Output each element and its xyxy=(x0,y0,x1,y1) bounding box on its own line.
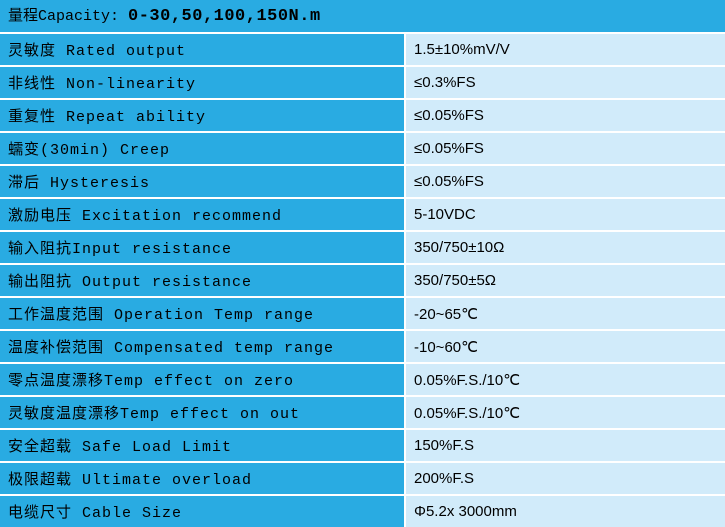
spec-label: 重复性 Repeat ability xyxy=(0,100,406,133)
table-row: 蠕变(30min) Creep≤0.05%FS xyxy=(0,133,725,166)
table-row: 激励电压 Excitation recommend5-10VDC xyxy=(0,199,725,232)
capacity-label: 量程Capacity: xyxy=(8,8,119,25)
table-row: 灵敏度温度漂移Temp effect on out0.05%F.S./10℃ xyxy=(0,397,725,430)
spec-label: 非线性 Non-linearity xyxy=(0,67,406,100)
spec-label: 灵敏度 Rated output xyxy=(0,34,406,67)
spec-label: 极限超载 Ultimate overload xyxy=(0,463,406,496)
spec-value: 150%F.S xyxy=(406,430,725,463)
spec-table: 量程Capacity: 0-30,50,100,150N.m 灵敏度 Rated… xyxy=(0,0,725,527)
spec-value: 350/750±10Ω xyxy=(406,232,725,265)
spec-label: 灵敏度温度漂移Temp effect on out xyxy=(0,397,406,430)
spec-value: 350/750±5Ω xyxy=(406,265,725,298)
table-row: 温度补偿范围 Compensated temp range-10~60℃ xyxy=(0,331,725,364)
table-row: 滞后 Hysteresis≤0.05%FS xyxy=(0,166,725,199)
spec-table-body: 量程Capacity: 0-30,50,100,150N.m 灵敏度 Rated… xyxy=(0,0,725,527)
spec-value: ≤0.3%FS xyxy=(406,67,725,100)
spec-label: 电缆尺寸 Cable Size xyxy=(0,496,406,527)
spec-value: ≤0.05%FS xyxy=(406,166,725,199)
spec-label: 零点温度漂移Temp effect on zero xyxy=(0,364,406,397)
spec-value: ≤0.05%FS xyxy=(406,133,725,166)
spec-value: -20~65℃ xyxy=(406,298,725,331)
spec-value: 0.05%F.S./10℃ xyxy=(406,397,725,430)
table-row: 输出阻抗 Output resistance350/750±5Ω xyxy=(0,265,725,298)
capacity-value: 0-30,50,100,150N.m xyxy=(128,7,321,26)
spec-value: -10~60℃ xyxy=(406,331,725,364)
spec-label: 输出阻抗 Output resistance xyxy=(0,265,406,298)
spec-value: Φ5.2x 3000mm xyxy=(406,496,725,527)
table-row: 重复性 Repeat ability≤0.05%FS xyxy=(0,100,725,133)
spec-label: 蠕变(30min) Creep xyxy=(0,133,406,166)
spec-value: 200%F.S xyxy=(406,463,725,496)
table-row: 非线性 Non-linearity≤0.3%FS xyxy=(0,67,725,100)
spec-label: 温度补偿范围 Compensated temp range xyxy=(0,331,406,364)
table-row: 电缆尺寸 Cable SizeΦ5.2x 3000mm xyxy=(0,496,725,527)
table-row: 输入阻抗Input resistance350/750±10Ω xyxy=(0,232,725,265)
spec-value: 1.5±10%mV/V xyxy=(406,34,725,67)
spec-label: 输入阻抗Input resistance xyxy=(0,232,406,265)
capacity-header-row: 量程Capacity: 0-30,50,100,150N.m xyxy=(0,0,725,34)
spec-label: 安全超载 Safe Load Limit xyxy=(0,430,406,463)
spec-value: ≤0.05%FS xyxy=(406,100,725,133)
table-row: 工作温度范围 Operation Temp range-20~65℃ xyxy=(0,298,725,331)
spec-value: 0.05%F.S./10℃ xyxy=(406,364,725,397)
table-row: 零点温度漂移Temp effect on zero0.05%F.S./10℃ xyxy=(0,364,725,397)
table-row: 灵敏度 Rated output1.5±10%mV/V xyxy=(0,34,725,67)
spec-label: 工作温度范围 Operation Temp range xyxy=(0,298,406,331)
spec-label: 滞后 Hysteresis xyxy=(0,166,406,199)
capacity-header-cell: 量程Capacity: 0-30,50,100,150N.m xyxy=(0,0,725,34)
table-row: 安全超载 Safe Load Limit150%F.S xyxy=(0,430,725,463)
spec-label: 激励电压 Excitation recommend xyxy=(0,199,406,232)
spec-value: 5-10VDC xyxy=(406,199,725,232)
table-row: 极限超载 Ultimate overload200%F.S xyxy=(0,463,725,496)
